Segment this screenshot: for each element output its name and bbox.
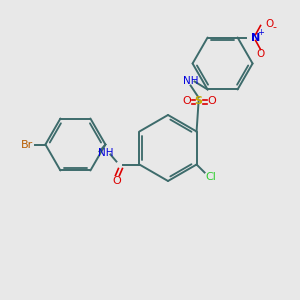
Text: O: O [207,97,216,106]
Text: NH: NH [98,148,113,158]
Text: N: N [251,32,260,43]
Text: NH: NH [183,76,198,86]
Text: O: O [182,97,191,106]
Text: Cl: Cl [205,172,216,182]
Text: -: - [273,22,277,32]
Text: +: + [257,28,264,37]
Text: O: O [112,176,121,185]
Text: S: S [195,97,203,106]
Text: O: O [266,19,274,28]
Text: O: O [256,49,265,58]
Text: Br: Br [21,140,34,149]
